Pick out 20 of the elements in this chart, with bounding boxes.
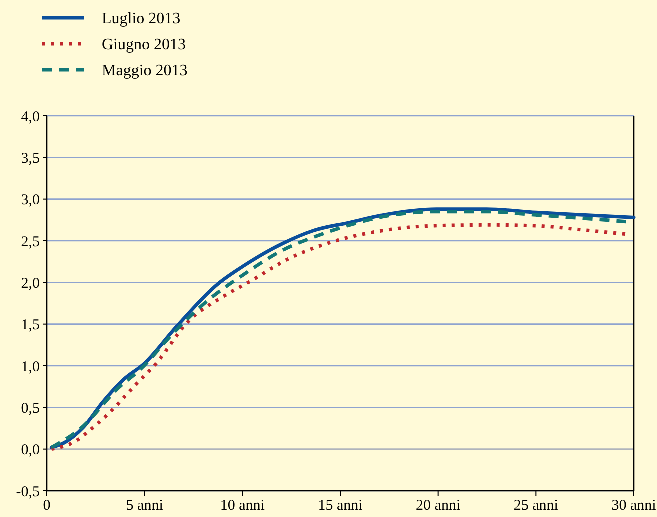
y-tick-label: 4,0 <box>21 109 40 126</box>
x-tick-label: 10 anni <box>220 498 265 514</box>
y-tick-label: 3,0 <box>21 192 40 209</box>
x-tick-label: 15 anni <box>318 498 363 514</box>
x-tick-label: 5 anni <box>126 498 164 514</box>
y-tick-label: -0,5 <box>16 484 40 500</box>
legend-label: Maggio 2013 <box>102 62 188 80</box>
y-tick-label: 0,5 <box>21 400 40 417</box>
y-tick-label: 3,5 <box>21 150 40 167</box>
y-tick-label: 1,0 <box>21 359 40 376</box>
y-tick-label: 0,0 <box>21 442 40 459</box>
x-tick-label: 20 anni <box>416 498 461 514</box>
y-tick-label: 1,5 <box>21 318 40 334</box>
x-tick-label: 0 <box>43 498 51 514</box>
x-tick-label: 30 anni <box>612 498 656 514</box>
x-tick-label: 25 anni <box>514 498 558 514</box>
legend-label: Giugno 2013 <box>102 36 186 54</box>
legend-label: Luglio 2013 <box>102 10 181 28</box>
y-tick-label: 2,5 <box>21 234 40 250</box>
y-tick-label: 2,0 <box>21 276 40 292</box>
